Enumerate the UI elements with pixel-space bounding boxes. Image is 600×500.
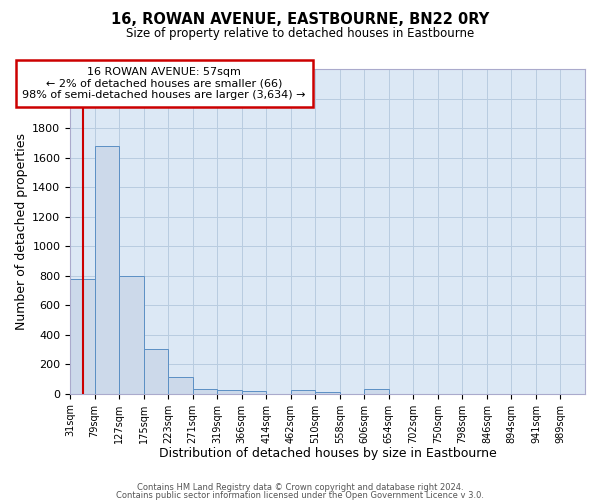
Bar [217,390,242,394]
Bar [291,390,316,394]
Text: Contains public sector information licensed under the Open Government Licence v : Contains public sector information licen… [116,490,484,500]
Bar [168,377,193,394]
Text: Size of property relative to detached houses in Eastbourne: Size of property relative to detached ho… [126,28,474,40]
Bar [242,391,266,394]
Bar [119,276,143,394]
Bar [193,388,217,394]
Bar [316,392,340,394]
Bar [143,350,168,394]
Text: 16 ROWAN AVENUE: 57sqm
← 2% of detached houses are smaller (66)
98% of semi-deta: 16 ROWAN AVENUE: 57sqm ← 2% of detached … [22,67,306,100]
Bar [70,278,95,394]
Bar [95,146,119,394]
Text: Contains HM Land Registry data © Crown copyright and database right 2024.: Contains HM Land Registry data © Crown c… [137,483,463,492]
Text: 16, ROWAN AVENUE, EASTBOURNE, BN22 0RY: 16, ROWAN AVENUE, EASTBOURNE, BN22 0RY [111,12,489,28]
Y-axis label: Number of detached properties: Number of detached properties [15,133,28,330]
Bar [364,388,389,394]
X-axis label: Distribution of detached houses by size in Eastbourne: Distribution of detached houses by size … [158,447,496,460]
